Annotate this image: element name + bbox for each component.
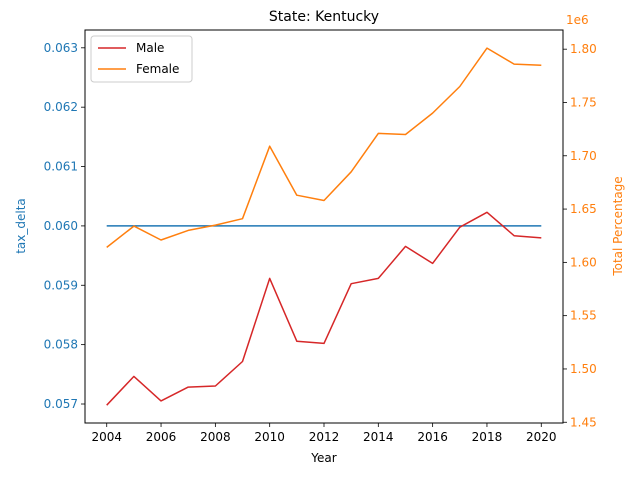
y-right-tick-label: 1.45 <box>570 415 597 429</box>
y-right-tick-label: 1.75 <box>570 95 597 109</box>
series-line-male <box>106 211 542 406</box>
x-tick-label: 2008 <box>200 430 231 444</box>
x-tick-label: 2012 <box>309 430 340 444</box>
series-line-female <box>106 47 542 248</box>
y-axis-right-offset-label: 1e6 <box>566 13 589 27</box>
x-axis-label: Year <box>310 451 336 465</box>
x-tick-label: 2010 <box>254 430 285 444</box>
y-left-tick-label: 0.058 <box>44 338 78 352</box>
y-right-tick-label: 1.80 <box>570 42 597 56</box>
legend-label-male: Male <box>136 41 164 55</box>
y-right-tick-label: 1.65 <box>570 202 597 216</box>
y-ticks-right: 1.45 1.50 1.55 1.60 1.65 1.70 1.75 1.80 <box>563 42 597 429</box>
x-tick-label: 2018 <box>472 430 503 444</box>
legend-label-female: Female <box>136 62 179 76</box>
y-left-tick-label: 0.062 <box>44 100 78 114</box>
x-tick-label: 2006 <box>146 430 177 444</box>
y-left-tick-label: 0.059 <box>44 278 78 292</box>
y-left-tick-label: 0.063 <box>44 41 78 55</box>
y-axis-right-label: Total Percentage <box>611 176 625 276</box>
legend: Male Female <box>90 35 193 83</box>
x-tick-label: 2014 <box>363 430 394 444</box>
y-right-tick-label: 1.70 <box>570 149 597 163</box>
y-ticks-left: 0.057 0.058 0.059 0.060 0.061 0.062 0.063 <box>44 41 85 411</box>
chart-title: State: Kentucky <box>269 9 379 25</box>
series-layer <box>106 47 542 406</box>
x-ticks: 2004 2006 2008 2010 2012 2014 2016 2018 2020 <box>91 423 557 444</box>
x-tick-label: 2016 <box>417 430 448 444</box>
y-left-tick-label: 0.061 <box>44 160 78 174</box>
y-left-tick-label: 0.060 <box>44 219 78 233</box>
y-right-tick-label: 1.50 <box>570 362 597 376</box>
x-tick-label: 2004 <box>91 430 122 444</box>
y-right-tick-label: 1.55 <box>570 309 597 323</box>
y-axis-left-label: tax_delta <box>14 198 28 254</box>
y-left-tick-label: 0.057 <box>44 397 78 411</box>
y-right-tick-label: 1.60 <box>570 255 597 269</box>
x-tick-label: 2020 <box>526 430 557 444</box>
